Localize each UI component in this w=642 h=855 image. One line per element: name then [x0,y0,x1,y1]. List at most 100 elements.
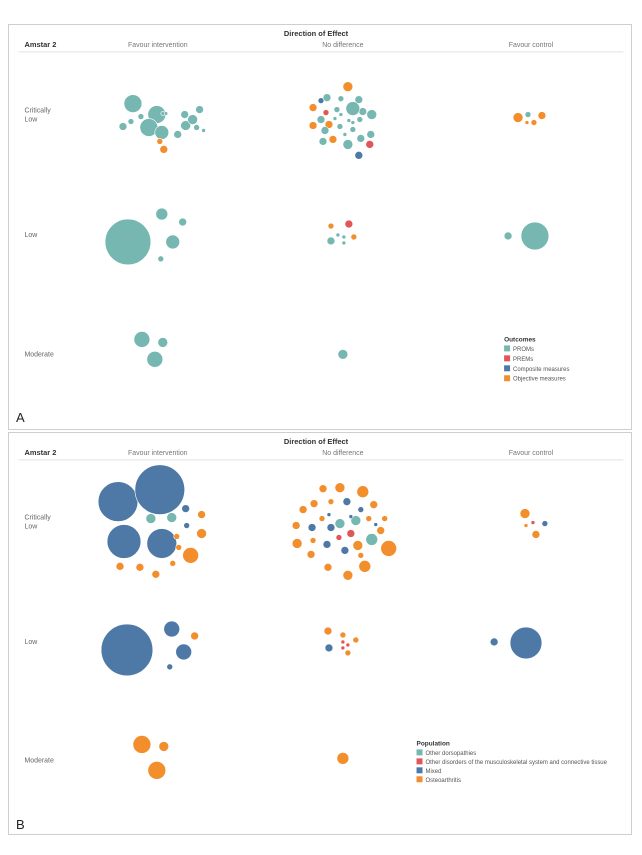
bubble-teal [322,93,332,102]
bubble-orange [324,120,334,129]
bubble-red [344,219,354,229]
row-label-critically: Critically [24,108,51,115]
row-header: Amstar 2 [24,40,56,49]
bubble-blue [100,623,154,677]
bubble-teal [160,111,166,116]
bubble-orange [328,135,338,144]
bubble-teal [346,118,352,123]
bubble-orange [524,120,530,125]
bubble-teal [166,512,178,523]
panel-b-frame: Direction of Effect Amstar 2 Favour inte… [8,432,632,835]
bubble-teal [154,125,170,140]
bubble-teal [366,109,378,120]
bubble-orange [190,631,199,641]
bubble-orange [169,560,177,567]
bubble-teal [333,106,341,113]
bubble-orange [309,499,319,508]
bubble-teal [318,137,328,146]
bubble-orange [151,570,161,579]
bubble-teal [356,134,366,143]
legend: Population Other dorsopathies Other disor… [416,740,608,784]
legend-items: PROMs PREMs Composite measures Objective me… [504,345,569,383]
bubble-red [322,109,330,116]
bubble-red [530,520,536,525]
bubble-blue [342,497,352,506]
bubble-group [97,464,549,780]
legend-item-label: Objective measures [513,377,566,383]
column-header-favour-intervention: Favour intervention [128,450,188,457]
bubble-orange [147,761,167,780]
bubble-teal [187,114,198,125]
bubble-orange [323,626,333,636]
row-label-critically: Critically [24,515,51,522]
bubble-teal [366,130,376,139]
legend-items: Other dorsopathies Other disorders of the… [416,749,608,784]
bubble-orange [381,515,388,522]
bubble-blue [175,643,192,661]
bubble-orange [356,485,370,498]
column-header-no-difference: No difference [322,42,363,49]
bubble-red [335,534,343,541]
bubble-orange [358,560,372,573]
bubble-orange [339,631,347,639]
bubble-orange [158,741,170,752]
legend-item-label: Other disorders of the musculoskeletal s… [425,760,607,766]
panel-label-b: B [16,817,25,832]
bubble-teal [345,101,361,116]
bubble-blue [134,464,185,515]
bubble-teal [320,126,330,135]
bubble-orange [196,528,207,539]
row-label-moderate: Moderate [24,757,54,764]
bubble-teal [104,218,152,266]
legend-swatch-red [416,758,423,765]
bubble-teal [133,331,151,348]
bubble-teal [334,518,346,529]
legend-item-label: Composite measures [513,367,569,373]
bubble-orange [352,636,360,644]
bubble-blue [322,540,332,549]
column-header-favour-intervention: Favour intervention [128,42,188,49]
bubble-orange [156,138,164,145]
bubble-orange [530,119,538,126]
bubble-orange [182,547,199,564]
bubble-teal [173,130,182,139]
bubble-orange [135,563,145,572]
row-label-moderate: Moderate [24,351,54,358]
bubble-orange [327,222,335,230]
legend: Outcomes PROMs PREMs Composite measures Obj… [504,336,569,383]
bubble-teal [155,207,169,221]
bubble-orange [352,540,364,551]
row-header: Amstar 2 [24,448,56,457]
bubble-blue [326,512,332,517]
bubble-teal [524,111,532,118]
bubble-teal [326,236,336,246]
legend-swatch-red [504,355,511,362]
bubble-teal [503,231,513,241]
bubble-red [340,645,346,651]
legend-item-label: Mixed [425,769,441,775]
panel-b-chart: Direction of Effect Amstar 2 Favour inte… [18,437,624,784]
bubble-blue [106,524,142,559]
legend-title: Outcomes [504,336,536,343]
panel-label-a: A [16,410,25,425]
bubble-orange [318,515,326,522]
bubble-teal [337,349,349,360]
bubble-teal [365,533,379,546]
bubble-blue [307,523,317,532]
bubble-teal [201,128,206,133]
bubble-blue [97,481,139,522]
bubble-blue [340,546,350,555]
bubble-teal [123,94,143,113]
bubble-teal [342,132,348,137]
bubble-orange [309,537,317,544]
legend-item-label: PREMs [513,357,533,363]
bubble-teal [157,255,165,263]
bubble-orange [308,103,318,112]
chart-title: Direction of Effect [284,29,349,38]
bubble-teal [118,122,128,131]
bubble-orange [537,111,547,120]
row-label-low: Low [24,639,38,646]
column-header-favour-control: Favour control [509,42,554,49]
bubble-teal [349,126,357,133]
row-label-low: Low [24,232,38,239]
